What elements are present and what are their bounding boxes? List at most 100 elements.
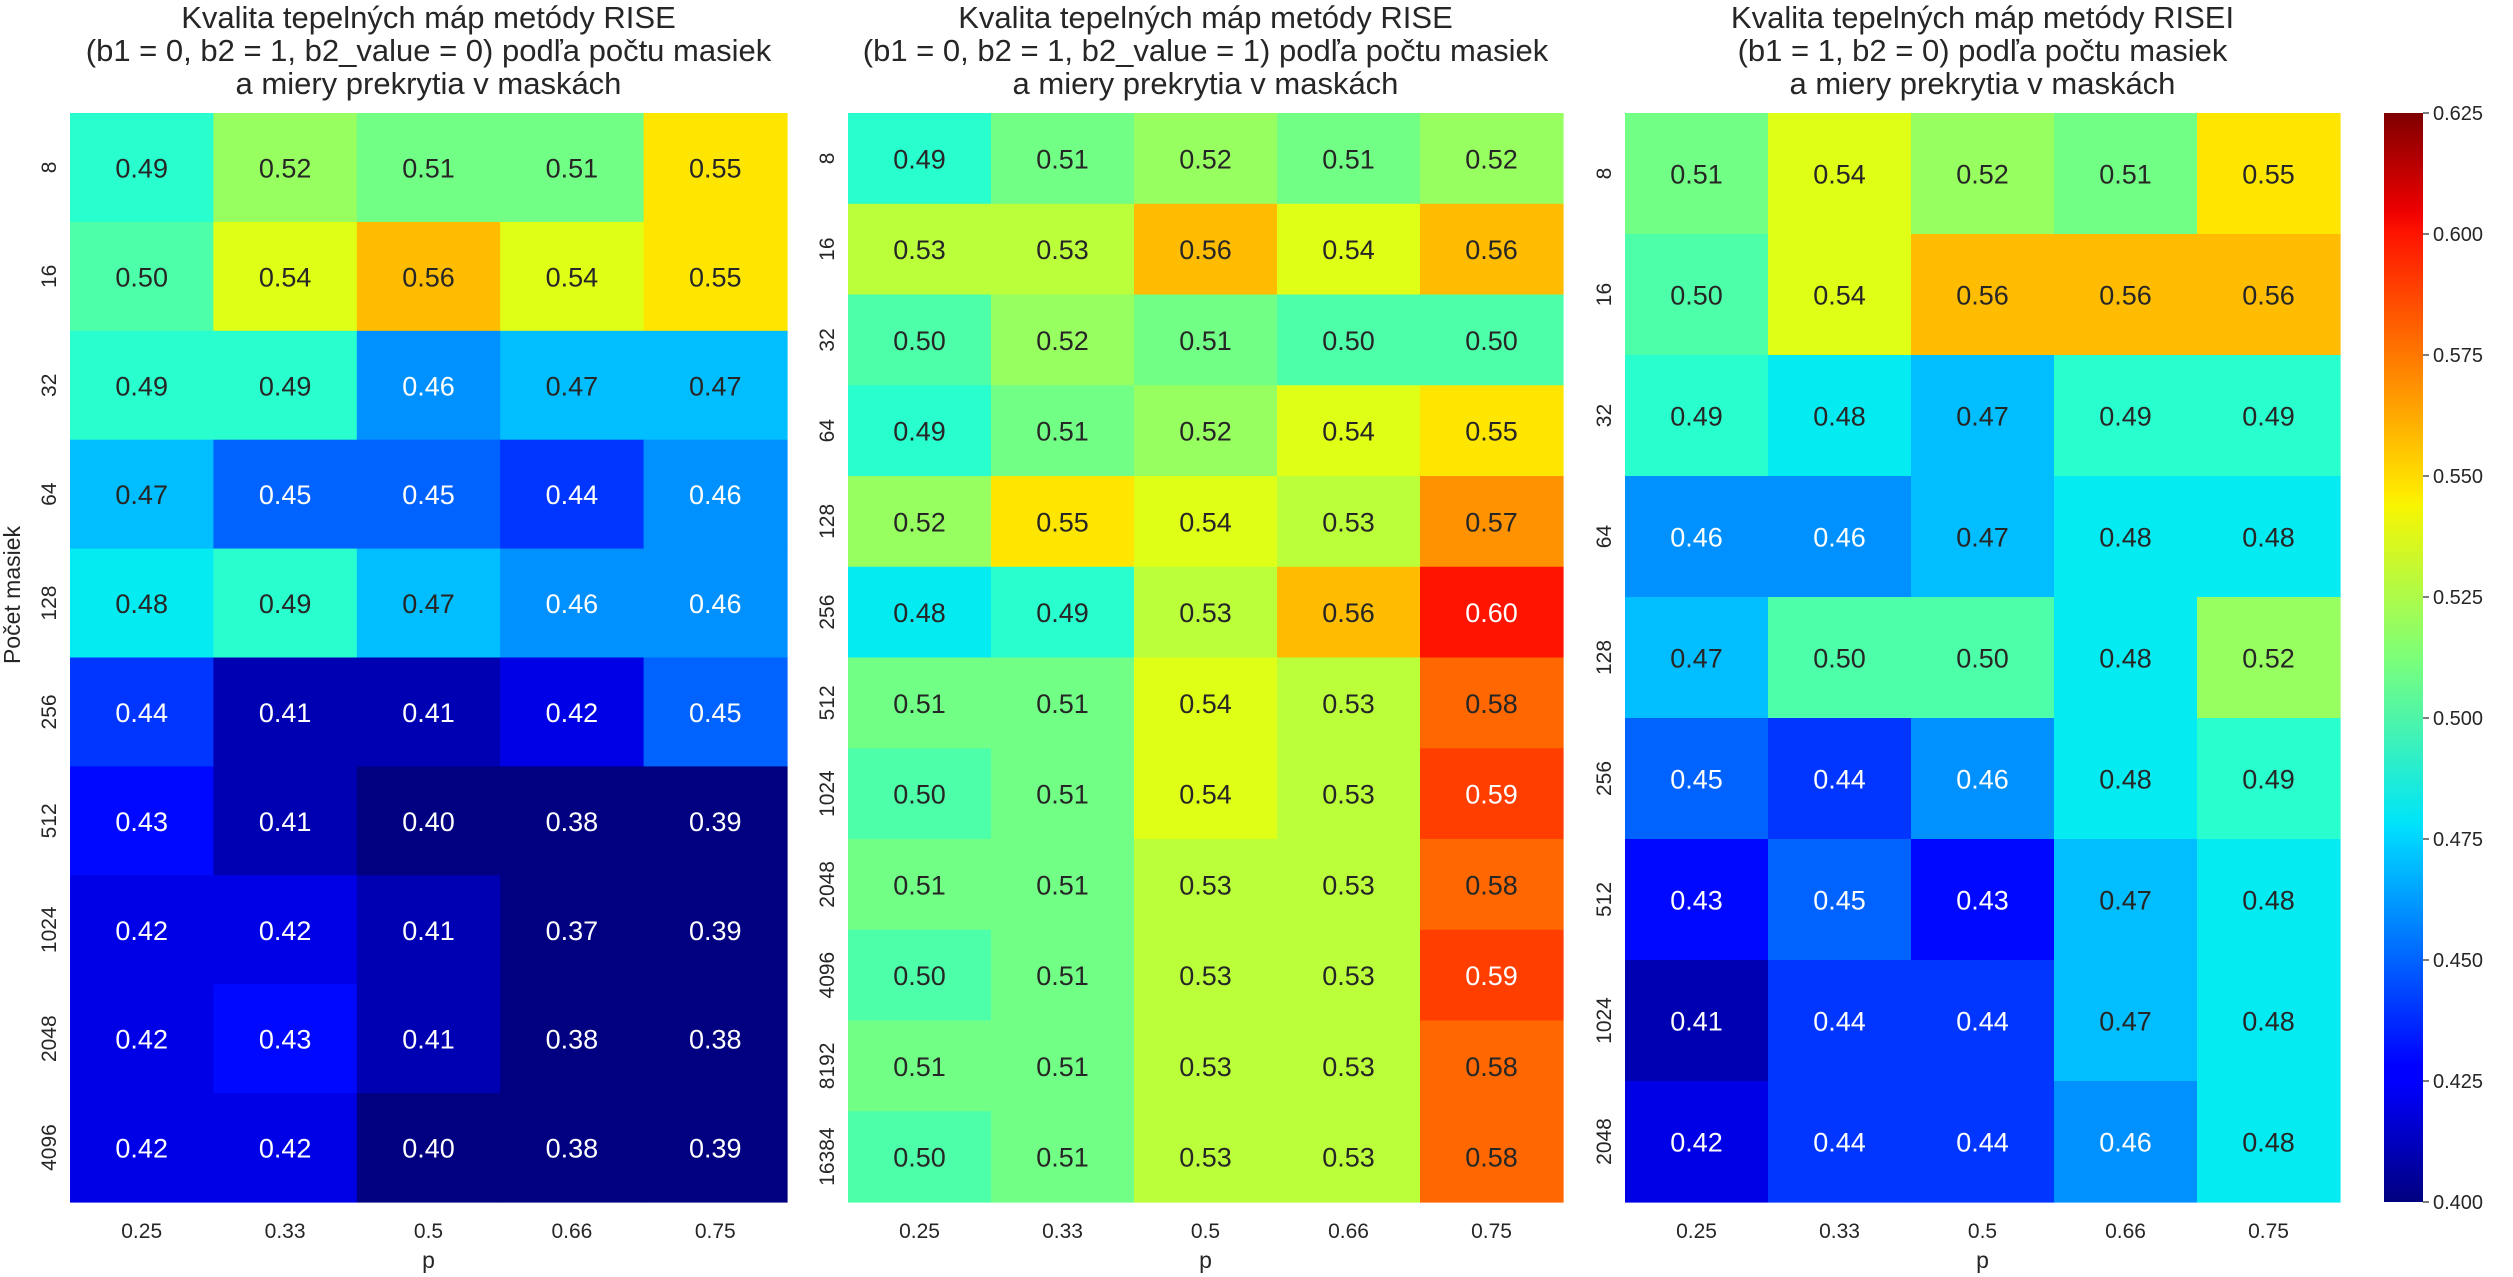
heatmap-cell <box>2054 718 2198 840</box>
y-tick-label: 2048 <box>1593 1118 1616 1165</box>
heatmap-cell <box>991 748 1135 840</box>
heatmap-cell <box>1134 657 1278 749</box>
chart-title-line: Kvalita tepelných máp metódy RISE <box>181 0 676 35</box>
cell-value-label: 0.53 <box>1322 1052 1375 1082</box>
cell-value-label: 0.43 <box>259 1025 312 1055</box>
cell-value-label: 0.37 <box>546 916 599 946</box>
heatmap-cell <box>2197 597 2341 719</box>
heatmap-cell <box>1911 1081 2055 1203</box>
x-tick-label: 0.33 <box>1042 1220 1083 1243</box>
chart-title-line: Kvalita tepelných máp metódy RISE <box>958 0 1453 35</box>
cell-value-label: 0.52 <box>1179 417 1232 447</box>
chart-title-line: (b1 = 0, b2 = 1, b2_value = 0) podľa poč… <box>86 33 772 68</box>
y-tick-label: 16 <box>816 237 839 260</box>
cell-value-label: 0.53 <box>1179 598 1232 628</box>
heatmap-cell <box>2197 960 2341 1082</box>
heatmap-cell <box>1277 476 1421 568</box>
heatmap-cell <box>2054 476 2198 598</box>
y-tick-label: 128 <box>38 586 61 621</box>
heatmap-cell <box>70 548 214 659</box>
cell-value-label: 0.41 <box>1670 1007 1723 1037</box>
cell-value-label: 0.50 <box>1813 644 1866 674</box>
cell-value-label: 0.50 <box>1956 644 2009 674</box>
y-tick-label: 4096 <box>816 952 839 999</box>
cell-value-label: 0.53 <box>1179 1143 1232 1173</box>
heatmap-cell <box>643 984 788 1094</box>
y-tick-label: 64 <box>816 419 839 443</box>
cell-value-label: 0.41 <box>259 807 312 837</box>
heatmap-cell <box>70 1093 214 1203</box>
cell-value-label: 0.54 <box>1179 780 1232 810</box>
heatmap-cell <box>991 929 1135 1022</box>
chart-title-line: a miery prekrytia v maskách <box>1013 66 1399 101</box>
cell-value-label: 0.54 <box>1179 689 1232 719</box>
heatmap-cell <box>1420 476 1564 568</box>
y-tick-label: 16 <box>1593 283 1616 306</box>
heatmap-cell <box>1625 476 1769 598</box>
cell-value-label: 0.49 <box>115 371 168 401</box>
cell-value-label: 0.50 <box>1465 326 1518 356</box>
chart-title-line: Kvalita tepelných máp metódy RISEI <box>1731 0 2234 35</box>
cell-value-label: 0.49 <box>259 371 312 401</box>
cell-value-label: 0.52 <box>1036 326 1089 356</box>
cell-value-label: 0.46 <box>689 480 742 510</box>
heatmap-cell <box>848 203 992 296</box>
heatmap-cell <box>2197 234 2341 356</box>
y-tick-label: 1024 <box>1593 997 1616 1044</box>
cell-value-label: 0.49 <box>1670 402 1723 432</box>
cell-value-label: 0.50 <box>1670 281 1723 311</box>
x-tick-label: 0.66 <box>2105 1220 2146 1243</box>
cell-value-label: 0.47 <box>1670 644 1723 674</box>
heatmap-cell <box>848 476 992 568</box>
cell-value-label: 0.39 <box>689 1134 742 1164</box>
cell-value-label: 0.59 <box>1465 961 1518 991</box>
heatmap-cell <box>1277 1111 1421 1203</box>
heatmap-cell <box>2197 1081 2341 1203</box>
heatmap-cell <box>1277 113 1421 205</box>
cell-value-label: 0.51 <box>1036 961 1089 991</box>
heatmap-cell <box>1134 294 1278 386</box>
heatmap-cell <box>213 766 358 876</box>
heatmap-cell <box>1134 566 1278 659</box>
cell-value-label: 0.51 <box>1036 689 1089 719</box>
cell-value-label: 0.48 <box>2242 1007 2295 1037</box>
cell-value-label: 0.47 <box>2099 886 2152 916</box>
heatmap-cell <box>643 439 788 550</box>
cell-value-label: 0.47 <box>2099 1007 2152 1037</box>
cell-value-label: 0.44 <box>115 698 168 728</box>
heatmap-cell <box>500 439 645 550</box>
heatmap-cell <box>643 330 788 441</box>
cell-value-label: 0.54 <box>1322 417 1375 447</box>
heatmap-cell <box>500 1093 645 1203</box>
heatmap-cell <box>70 330 214 441</box>
heatmap-cell <box>991 476 1135 568</box>
heatmap-cell <box>848 113 992 205</box>
heatmap-cell <box>1134 203 1278 296</box>
heatmap-cell <box>70 113 214 223</box>
cell-value-label: 0.51 <box>893 689 946 719</box>
cell-value-label: 0.45 <box>259 480 312 510</box>
cell-value-label: 0.40 <box>402 1134 455 1164</box>
x-tick-label: 0.25 <box>121 1220 162 1243</box>
cell-value-label: 0.53 <box>1322 1143 1375 1173</box>
cell-value-label: 0.48 <box>2242 523 2295 553</box>
cell-value-label: 0.48 <box>2099 765 2152 795</box>
cell-value-label: 0.41 <box>259 698 312 728</box>
y-tick-label: 8 <box>1593 168 1616 180</box>
cell-value-label: 0.51 <box>546 153 599 183</box>
heatmap-cell <box>1911 355 2055 477</box>
heatmap-cell <box>991 1020 1135 1112</box>
heatmap-cell <box>2197 476 2341 598</box>
x-axis-label: p <box>422 1247 435 1273</box>
y-tick-label: 4096 <box>38 1124 61 1171</box>
cell-value-label: 0.44 <box>1956 1128 2009 1158</box>
heatmap-cell <box>848 294 992 386</box>
cell-value-label: 0.55 <box>1465 417 1518 447</box>
x-tick-label: 0.33 <box>265 1220 306 1243</box>
heatmap-cell <box>1420 294 1564 386</box>
heatmap-cell <box>1911 960 2055 1082</box>
cell-value-label: 0.49 <box>259 589 312 619</box>
heatmap-cell <box>500 766 645 876</box>
cell-value-label: 0.53 <box>1179 870 1232 900</box>
y-axis-label: Počet masiek <box>0 525 25 664</box>
